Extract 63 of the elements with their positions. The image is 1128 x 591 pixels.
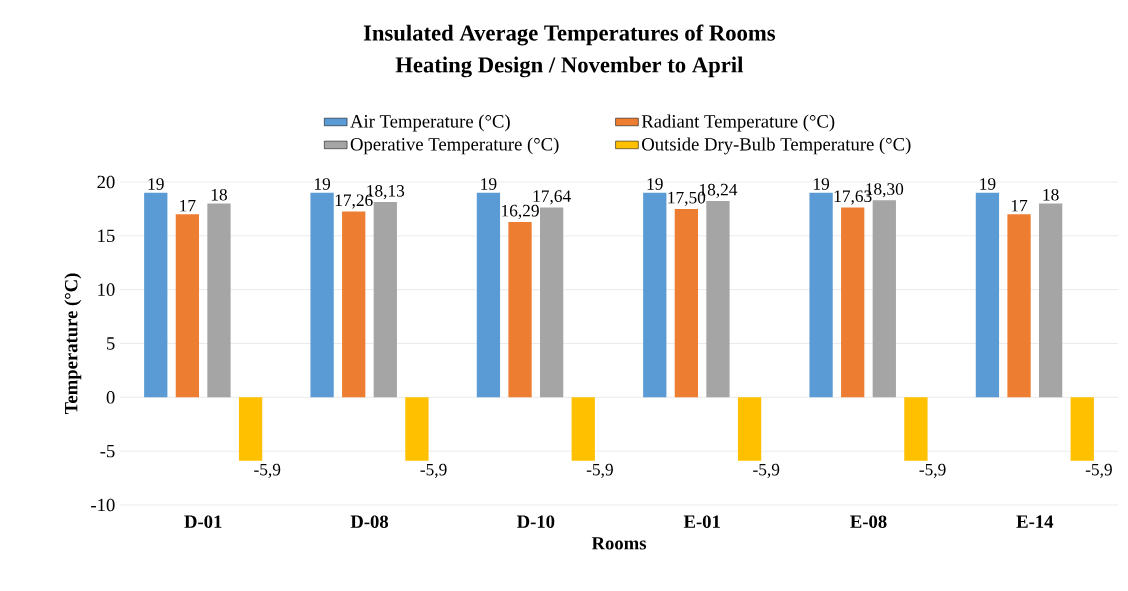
- bar: [737, 397, 762, 461]
- data-label: 18: [211, 188, 227, 201]
- y-tick-label: -10: [91, 498, 115, 512]
- x-tick-label: D-01: [184, 515, 222, 528]
- bar: [476, 192, 501, 398]
- x-tick-label: D-08: [350, 515, 389, 528]
- legend-label: Radiant Temperature (°C): [641, 114, 835, 132]
- data-label: 19: [481, 178, 497, 190]
- bar: [706, 200, 730, 398]
- chart-title: Insulated Average Temperatures of Rooms: [363, 24, 776, 46]
- bar: [175, 214, 200, 398]
- x-tick-label: D-10: [516, 515, 555, 528]
- data-label: -5,9: [919, 463, 946, 478]
- bar: [809, 192, 833, 398]
- y-tick-label: 5: [107, 337, 115, 350]
- bar: [342, 211, 366, 398]
- y-tick-label: 10: [98, 283, 115, 296]
- data-label: 16,29: [502, 204, 539, 220]
- data-label: 17: [180, 199, 196, 212]
- bar: [904, 397, 928, 461]
- bar: [571, 397, 595, 461]
- bar: [540, 207, 564, 398]
- bar: [643, 192, 667, 398]
- bar: [872, 200, 896, 398]
- bar: [1038, 203, 1063, 398]
- bar: [144, 192, 168, 398]
- x-tick-label: E-14: [1016, 515, 1054, 528]
- bar: [975, 192, 1000, 398]
- bar: [841, 207, 865, 398]
- chart-subtitle: Heating Design / November to April: [395, 56, 744, 78]
- y-tick-label: 0: [106, 391, 115, 404]
- legend-label: Outside Dry-Bulb Temperature (°C): [642, 137, 911, 155]
- data-label: 17: [1011, 199, 1028, 212]
- data-label: 18: [1043, 188, 1059, 201]
- x-tick-label: E-08: [850, 515, 887, 528]
- data-label: 17,64: [533, 190, 571, 205]
- data-label: 19: [813, 178, 830, 190]
- data-label: 19: [647, 178, 663, 190]
- bar: [1070, 397, 1094, 461]
- y-tick-label: 15: [98, 229, 115, 243]
- bar: [508, 221, 532, 398]
- data-label: 19: [980, 178, 996, 190]
- bar: [674, 208, 699, 398]
- x-axis-title: Rooms: [591, 537, 647, 550]
- y-tick-label: -5: [100, 444, 115, 458]
- bar: [405, 397, 429, 461]
- data-label: -5,9: [586, 463, 613, 478]
- data-label: -5,9: [254, 463, 281, 478]
- bar: [310, 192, 334, 398]
- legend-label: Operative Temperature (°C): [350, 137, 559, 155]
- bar: [207, 203, 231, 398]
- data-label: -5,9: [753, 463, 780, 478]
- bar: [373, 202, 397, 398]
- bar: [238, 397, 263, 461]
- data-label: 19: [148, 178, 164, 190]
- legend-label: Air Temperature (°C): [350, 114, 510, 132]
- bar: [1007, 214, 1031, 398]
- x-tick-label: E-01: [683, 515, 720, 528]
- y-tick-label: 20: [97, 175, 115, 189]
- data-label: -5,9: [1085, 463, 1112, 478]
- data-label: -5,9: [420, 463, 447, 478]
- data-label: 19: [314, 178, 331, 190]
- y-axis-title: Temperature (°C): [64, 273, 82, 415]
